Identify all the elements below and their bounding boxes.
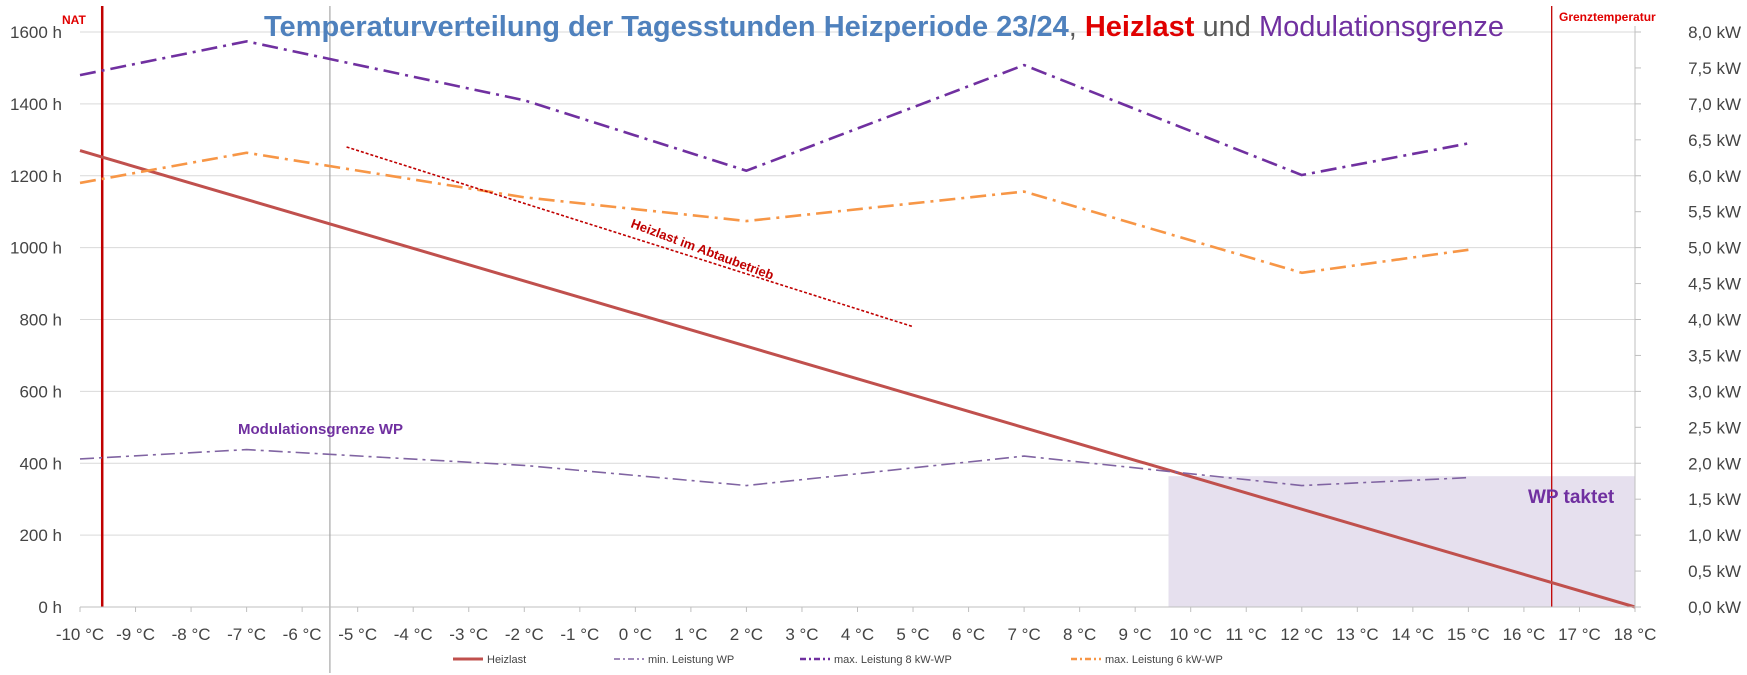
x-tick-label: -3 °C [449, 625, 488, 644]
x-tick-label: 14 °C [1391, 625, 1434, 644]
x-tick-label: 10 °C [1169, 625, 1212, 644]
x-tick-label: 12 °C [1280, 625, 1323, 644]
y-left-tick-label: 800 h [19, 311, 62, 330]
x-tick-label: 2 °C [730, 625, 763, 644]
nat-label: NAT [62, 13, 86, 27]
grenztemperatur-label: Grenztemperatur [1559, 10, 1656, 24]
x-tick-label: 16 °C [1503, 625, 1546, 644]
y-right-tick-label: 8,0 kW [1688, 23, 1741, 42]
y-right-tick-label: 1,0 kW [1688, 526, 1741, 545]
y-right-tick-label: 2,5 kW [1688, 418, 1741, 437]
x-tick-label: 17 °C [1558, 625, 1601, 644]
x-tick-label: -10 °C [56, 625, 104, 644]
title-part-modulation: Modulationsgrenze [1259, 11, 1504, 43]
title-part-heizlast: Heizlast [1085, 11, 1195, 43]
x-tick-label: 3 °C [785, 625, 818, 644]
series-layer [79, 40, 1636, 609]
x-tick-label: 1 °C [674, 625, 707, 644]
axis-layer: 0 h 200 h 400 h 600 h 800 h 1000 h 1200 h 1400 … [10, 23, 1741, 644]
x-tick-label: -5 °C [338, 625, 377, 644]
y-right-tick-label: 3,0 kW [1688, 382, 1741, 401]
x-tick-label: 15 °C [1447, 625, 1490, 644]
y-right-tick-label: 1,5 kW [1688, 490, 1741, 509]
x-tick-label: -8 °C [172, 625, 211, 644]
y-left-tick-label: 0 h [38, 598, 62, 617]
y-right-tick-label: 6,5 kW [1688, 131, 1741, 150]
y-left-tick-label: 1200 h [10, 167, 62, 186]
max-6kw-line [79, 151, 1469, 275]
abtau-line [346, 146, 914, 328]
y-right-tick-label: 5,5 kW [1688, 203, 1741, 222]
x-tick-label: -2 °C [505, 625, 544, 644]
min-leistung-line [79, 448, 1469, 487]
y-left-tick-label: 1600 h [10, 23, 62, 42]
y-right-tick-label: 6,0 kW [1688, 167, 1741, 186]
chart-title: Temperaturverteilung der Tagesstunden He… [264, 11, 1504, 43]
y-left-tick-label: 200 h [19, 526, 62, 545]
x-tick-label: 0 °C [619, 625, 652, 644]
x-tick-label: -1 °C [560, 625, 599, 644]
y-left-tick-label: 1000 h [10, 239, 62, 258]
grid-layer [80, 31, 1635, 536]
y-left-tick-label: 400 h [19, 454, 62, 473]
y-right-tick-label: 7,5 kW [1688, 59, 1741, 78]
y-right-tick-label: 5,0 kW [1688, 239, 1741, 258]
title-part-main: Temperaturverteilung der Tagesstunden He… [264, 11, 1069, 43]
title-separator-1: , [1069, 11, 1085, 43]
y-right-tick-label: 0,5 kW [1688, 562, 1741, 581]
x-tick-label: 8 °C [1063, 625, 1096, 644]
title-separator-2: und [1194, 11, 1259, 43]
wp-taktet-annotation: WP taktet [1528, 487, 1615, 508]
x-tick-label: 9 °C [1119, 625, 1152, 644]
x-tick-label: -7 °C [227, 625, 266, 644]
x-tick-label: -4 °C [394, 625, 433, 644]
x-tick-label: 18 °C [1614, 625, 1657, 644]
y-right-tick-label: 0,0 kW [1688, 598, 1741, 617]
y-left-tick-label: 600 h [19, 382, 62, 401]
legend: Heizlast min. Leistung WP max. Leistung 8 … [453, 654, 1223, 666]
modulationsgrenze-annotation: Modulationsgrenze WP [238, 421, 403, 438]
y-right-tick-label: 4,5 kW [1688, 275, 1741, 294]
x-tick-label: 6 °C [952, 625, 985, 644]
legend-label: max. Leistung 6 kW-WP [1105, 654, 1223, 666]
y-right-tick-label: 3,5 kW [1688, 346, 1741, 365]
legend-label: min. Leistung WP [648, 654, 734, 666]
max-8kw-line [79, 40, 1469, 177]
x-tick-label: 5 °C [896, 625, 929, 644]
x-tick-label: 4 °C [841, 625, 874, 644]
x-tick-label: 13 °C [1336, 625, 1379, 644]
x-tick-label: 11 °C [1226, 625, 1267, 644]
y-left-tick-label: 1400 h [10, 95, 62, 114]
vline-layer [100, 6, 1553, 673]
x-tick-label: 7 °C [1007, 625, 1040, 644]
x-tick-label: -9 °C [116, 625, 155, 644]
y-right-tick-label: 7,0 kW [1688, 95, 1741, 114]
legend-label: max. Leistung 8 kW-WP [834, 654, 952, 666]
y-right-tick-label: 2,0 kW [1688, 454, 1741, 473]
heizlast-line [79, 149, 1636, 609]
y-right-tick-label: 4,0 kW [1688, 311, 1741, 330]
x-tick-label: -6 °C [283, 625, 322, 644]
legend-label: Heizlast [487, 654, 526, 666]
